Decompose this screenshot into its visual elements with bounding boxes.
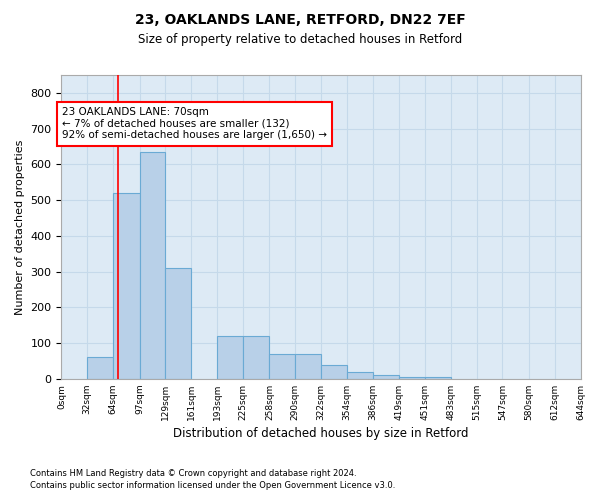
Bar — [113, 193, 140, 379]
Text: Contains public sector information licensed under the Open Government Licence v3: Contains public sector information licen… — [30, 481, 395, 490]
Bar — [87, 358, 113, 379]
X-axis label: Distribution of detached houses by size in Retford: Distribution of detached houses by size … — [173, 427, 469, 440]
Bar — [425, 377, 451, 379]
Bar — [140, 152, 166, 379]
Bar — [166, 268, 191, 379]
Y-axis label: Number of detached properties: Number of detached properties — [15, 139, 25, 314]
Bar — [321, 364, 347, 379]
Bar — [373, 375, 399, 379]
Bar — [217, 336, 243, 379]
Text: Contains HM Land Registry data © Crown copyright and database right 2024.: Contains HM Land Registry data © Crown c… — [30, 468, 356, 477]
Bar — [269, 354, 295, 379]
Bar — [347, 372, 373, 379]
Bar — [243, 336, 269, 379]
Text: 23 OAKLANDS LANE: 70sqm
← 7% of detached houses are smaller (132)
92% of semi-de: 23 OAKLANDS LANE: 70sqm ← 7% of detached… — [62, 107, 327, 140]
Text: 23, OAKLANDS LANE, RETFORD, DN22 7EF: 23, OAKLANDS LANE, RETFORD, DN22 7EF — [134, 12, 466, 26]
Bar — [295, 354, 321, 379]
Bar — [399, 377, 425, 379]
Text: Size of property relative to detached houses in Retford: Size of property relative to detached ho… — [138, 32, 462, 46]
